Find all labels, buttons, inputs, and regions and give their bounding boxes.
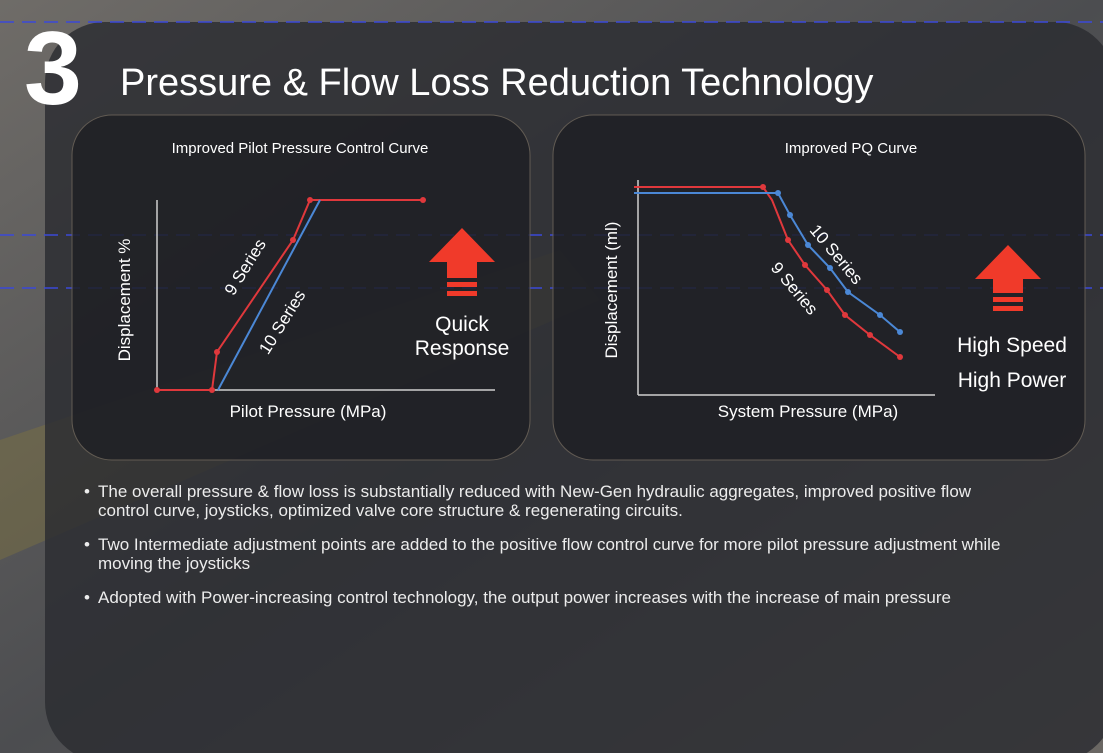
y-axis-label: Displacement (ml) <box>602 222 621 359</box>
callout: Response <box>415 337 510 360</box>
chart-panel <box>552 114 1086 461</box>
callout: High Power <box>958 369 1067 392</box>
curve-10-series <box>217 199 321 391</box>
bullet-list: • The overall pressure & flow loss is sub… <box>84 482 1024 622</box>
bullet: • Adopted with Power-increasing control t… <box>84 588 1024 607</box>
axes <box>637 180 935 396</box>
chart-title: Improved Pilot Pressure Control Curve <box>172 140 429 157</box>
chart-panel <box>71 114 531 461</box>
up-arrow <box>429 228 495 296</box>
section-number: 3 <box>24 11 82 127</box>
x-axis-label: System Pressure (MPa) <box>718 402 898 421</box>
chart-title: Improved PQ Curve <box>785 140 918 157</box>
callout: High Speed <box>957 334 1067 357</box>
bullet-dot: • <box>84 482 90 501</box>
curve-points <box>154 197 426 393</box>
curve-points <box>760 184 903 360</box>
curve-points <box>775 190 903 335</box>
x-axis-label: Pilot Pressure (MPa) <box>230 402 387 421</box>
curve-10-series <box>634 192 901 333</box>
bullet-text: The overall pressure & flow loss is subs… <box>98 482 972 520</box>
bullet-text: Two Intermediate adjustment points are a… <box>98 535 1001 573</box>
up-arrow <box>975 245 1041 311</box>
bullet: • Two Intermediate adjustment points are … <box>84 535 1024 573</box>
callout: Quick <box>435 313 489 336</box>
bullet-dot: • <box>84 588 90 607</box>
title: Pressure & Flow Loss Reduction Technolog… <box>120 62 873 104</box>
bullet: • The overall pressure & flow loss is sub… <box>84 482 1024 520</box>
bullet-text: Adopted with Power-increasing control te… <box>98 588 951 607</box>
y-axis-label: Displacement % <box>115 239 134 362</box>
bullet-dot: • <box>84 535 90 554</box>
